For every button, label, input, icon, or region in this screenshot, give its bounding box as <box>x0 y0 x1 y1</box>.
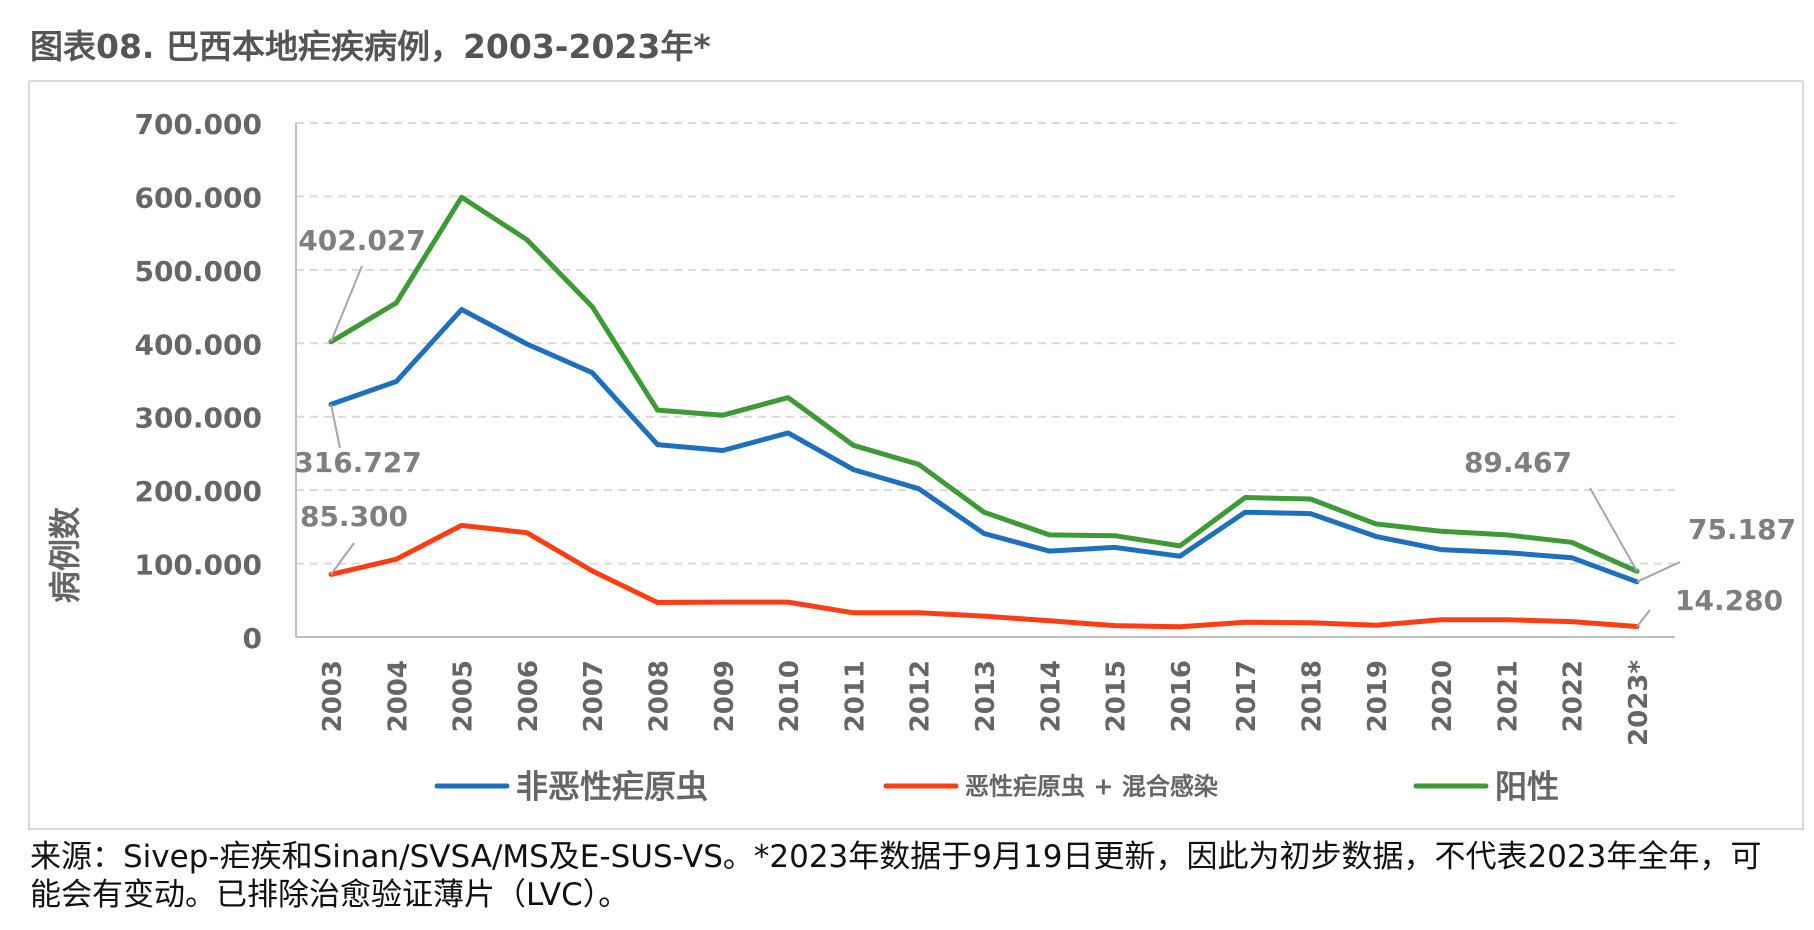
line-chart: 0 100.000 200.000 300.000 400.000 500.000 600.… <box>46 108 1796 806</box>
y-axis-title: 病例数 <box>46 506 84 603</box>
annotation-leader-line <box>330 404 341 449</box>
data-label: 89.467 <box>1464 446 1572 479</box>
source-note: 来源：Sivep-疟疾和Sinan/SVSA/MS及E-SUS-VS。*2023… <box>30 839 1762 913</box>
figure-title: 图表08. 巴西本地疟疾病例，2003-2023年* <box>30 27 711 66</box>
y-tick-label: 400.000 <box>134 328 262 361</box>
x-tick-label: 2018 <box>1298 660 1328 732</box>
data-label: 402.027 <box>298 224 426 257</box>
series-lines <box>328 194 1640 630</box>
chart-frame <box>28 80 1804 830</box>
x-tick-label: 2012 <box>906 660 936 732</box>
legend: 非恶性疟原虫 恶性疟原虫 + 混合感染 阳性 <box>434 768 1559 806</box>
data-label: 316.727 <box>294 446 422 479</box>
data-annotations: 402.027 316.727 85.300 89.467 75.187 14.280 <box>294 224 1796 617</box>
x-tick-label: 2007 <box>579 660 609 732</box>
legend-label: 恶性疟原虫 + 混合感染 <box>965 773 1218 801</box>
annotation-leader-line <box>1589 487 1638 572</box>
y-tick-label: 600.000 <box>134 181 262 214</box>
x-tick-label: 2013 <box>971 660 1001 732</box>
x-tick-label: 2016 <box>1167 660 1197 732</box>
x-tick-label: 2019 <box>1363 660 1393 732</box>
legend-item-falciparum-mixed: 恶性疟原虫 + 混合感染 <box>883 773 1218 801</box>
x-tick-label: 2004 <box>383 660 413 732</box>
x-tick-label: 2023* <box>1624 660 1654 746</box>
x-tick-label: 2021 <box>1493 660 1523 732</box>
x-tick-label: 2020 <box>1428 660 1458 732</box>
legend-label: 非恶性疟原虫 <box>516 768 708 806</box>
x-tick-label: 2022 <box>1559 660 1589 732</box>
annotation-leader-line <box>1636 609 1651 628</box>
legend-label: 阳性 <box>1495 768 1559 806</box>
x-tick-labels: 2003 2004 2005 2006 2007 2008 2009 2010 2011 2012… <box>318 660 1654 746</box>
annotation-leaders <box>330 265 1681 628</box>
x-tick-label: 2005 <box>449 660 479 732</box>
y-tick-label: 0 <box>243 622 262 655</box>
x-tick-label: 2011 <box>840 660 870 732</box>
x-tick-label: 2009 <box>710 660 740 732</box>
x-tick-label: 2008 <box>645 660 675 732</box>
y-tick-label: 200.000 <box>134 475 262 508</box>
x-tick-label: 2015 <box>1102 660 1132 732</box>
annotation-leader-line <box>1636 561 1681 583</box>
y-tick-label: 700.000 <box>134 108 262 141</box>
y-tick-label: 100.000 <box>134 549 262 582</box>
series-line-positive <box>328 194 1640 574</box>
annotation-leader-line <box>330 542 355 575</box>
y-tick-label: 500.000 <box>134 255 262 288</box>
x-tick-label: 2010 <box>775 660 805 732</box>
legend-item-positive: 阳性 <box>1413 768 1559 806</box>
gridlines <box>296 121 1675 565</box>
y-tick-labels: 0 100.000 200.000 300.000 400.000 500.000 600.… <box>134 108 262 655</box>
x-tick-label: 2017 <box>1232 660 1262 732</box>
annotation-leader-line <box>330 265 363 343</box>
legend-item-non-falciparum: 非恶性疟原虫 <box>434 768 708 806</box>
data-label: 85.300 <box>300 500 408 533</box>
x-tick-label: 2014 <box>1036 660 1066 732</box>
data-label: 14.280 <box>1675 584 1783 617</box>
y-tick-label: 300.000 <box>134 402 262 435</box>
series-line-non-falciparum <box>328 307 1640 585</box>
x-tick-label: 2003 <box>318 660 348 732</box>
series-line-falciparum-mixed <box>328 522 1640 630</box>
data-label: 75.187 <box>1688 513 1796 546</box>
x-tick-label: 2006 <box>514 660 544 732</box>
